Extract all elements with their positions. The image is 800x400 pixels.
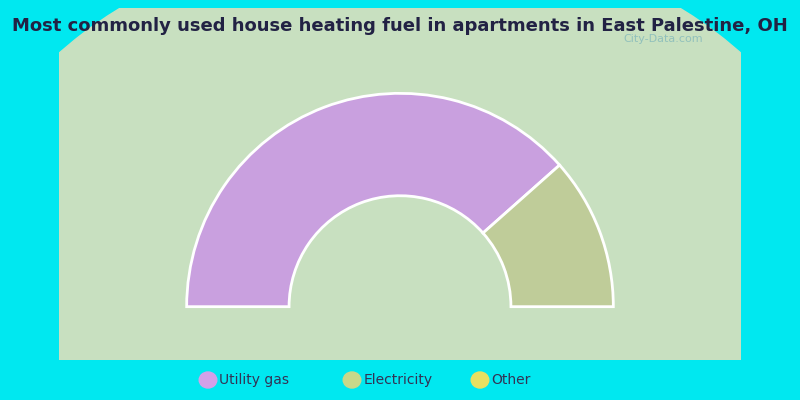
Ellipse shape — [57, 13, 743, 400]
Ellipse shape — [344, 232, 456, 317]
Ellipse shape — [378, 258, 422, 292]
Text: Most commonly used house heating fuel in apartments in East Palestine, OH: Most commonly used house heating fuel in… — [12, 16, 788, 34]
Ellipse shape — [23, 0, 777, 400]
Ellipse shape — [142, 78, 658, 400]
Ellipse shape — [322, 215, 478, 334]
Ellipse shape — [116, 58, 684, 400]
Ellipse shape — [333, 224, 467, 326]
Ellipse shape — [382, 260, 418, 289]
Ellipse shape — [194, 118, 606, 400]
Ellipse shape — [138, 76, 662, 400]
Ellipse shape — [86, 36, 714, 400]
Ellipse shape — [295, 195, 505, 354]
Ellipse shape — [370, 252, 430, 298]
Ellipse shape — [310, 206, 490, 343]
Ellipse shape — [303, 201, 497, 349]
Ellipse shape — [351, 238, 449, 312]
Ellipse shape — [135, 73, 665, 400]
Ellipse shape — [8, 0, 792, 400]
Ellipse shape — [26, 0, 774, 400]
Ellipse shape — [109, 53, 691, 400]
Ellipse shape — [161, 93, 639, 400]
Ellipse shape — [288, 189, 512, 360]
Ellipse shape — [306, 204, 494, 346]
Ellipse shape — [191, 115, 609, 400]
Ellipse shape — [210, 130, 590, 400]
Ellipse shape — [374, 255, 426, 294]
Ellipse shape — [12, 0, 788, 400]
Ellipse shape — [19, 0, 781, 400]
Ellipse shape — [225, 141, 575, 400]
Ellipse shape — [46, 4, 754, 400]
Ellipse shape — [284, 186, 516, 363]
Ellipse shape — [49, 7, 751, 400]
Ellipse shape — [273, 178, 527, 371]
Ellipse shape — [292, 192, 508, 357]
Ellipse shape — [176, 104, 624, 400]
Ellipse shape — [102, 47, 698, 400]
Ellipse shape — [150, 84, 650, 400]
Wedge shape — [186, 93, 559, 307]
Ellipse shape — [169, 98, 631, 400]
Ellipse shape — [202, 124, 598, 400]
Ellipse shape — [158, 90, 642, 400]
Ellipse shape — [337, 226, 463, 323]
Ellipse shape — [266, 172, 534, 377]
Text: City-Data.com: City-Data.com — [623, 34, 703, 44]
Ellipse shape — [15, 0, 785, 400]
Ellipse shape — [172, 101, 628, 400]
Ellipse shape — [359, 243, 441, 306]
Ellipse shape — [396, 272, 404, 278]
Ellipse shape — [4, 0, 796, 400]
Text: Utility gas: Utility gas — [219, 373, 290, 387]
Ellipse shape — [183, 110, 617, 400]
Ellipse shape — [299, 198, 501, 352]
Ellipse shape — [393, 269, 407, 280]
Ellipse shape — [385, 263, 415, 286]
Ellipse shape — [105, 50, 695, 400]
Ellipse shape — [68, 22, 732, 400]
Ellipse shape — [146, 81, 654, 400]
Ellipse shape — [154, 87, 646, 400]
Ellipse shape — [53, 10, 747, 400]
Ellipse shape — [79, 30, 721, 400]
Wedge shape — [483, 165, 614, 307]
Ellipse shape — [30, 0, 770, 400]
Ellipse shape — [228, 144, 572, 400]
Ellipse shape — [247, 158, 553, 391]
Ellipse shape — [165, 96, 635, 400]
Ellipse shape — [366, 249, 434, 300]
Ellipse shape — [64, 19, 736, 400]
Ellipse shape — [206, 127, 594, 400]
Ellipse shape — [198, 121, 602, 400]
Ellipse shape — [281, 184, 519, 366]
Ellipse shape — [277, 181, 523, 368]
Ellipse shape — [348, 235, 452, 314]
Ellipse shape — [340, 229, 460, 320]
Ellipse shape — [362, 246, 438, 303]
Ellipse shape — [42, 2, 758, 400]
Ellipse shape — [389, 266, 411, 283]
Ellipse shape — [180, 107, 620, 400]
Ellipse shape — [60, 16, 740, 400]
Ellipse shape — [270, 175, 530, 374]
Ellipse shape — [214, 132, 586, 400]
Ellipse shape — [239, 152, 561, 397]
Ellipse shape — [34, 0, 766, 400]
Ellipse shape — [326, 218, 474, 332]
Ellipse shape — [124, 64, 676, 400]
Ellipse shape — [90, 38, 710, 400]
Ellipse shape — [98, 44, 702, 400]
Ellipse shape — [120, 61, 680, 400]
Ellipse shape — [232, 147, 568, 400]
